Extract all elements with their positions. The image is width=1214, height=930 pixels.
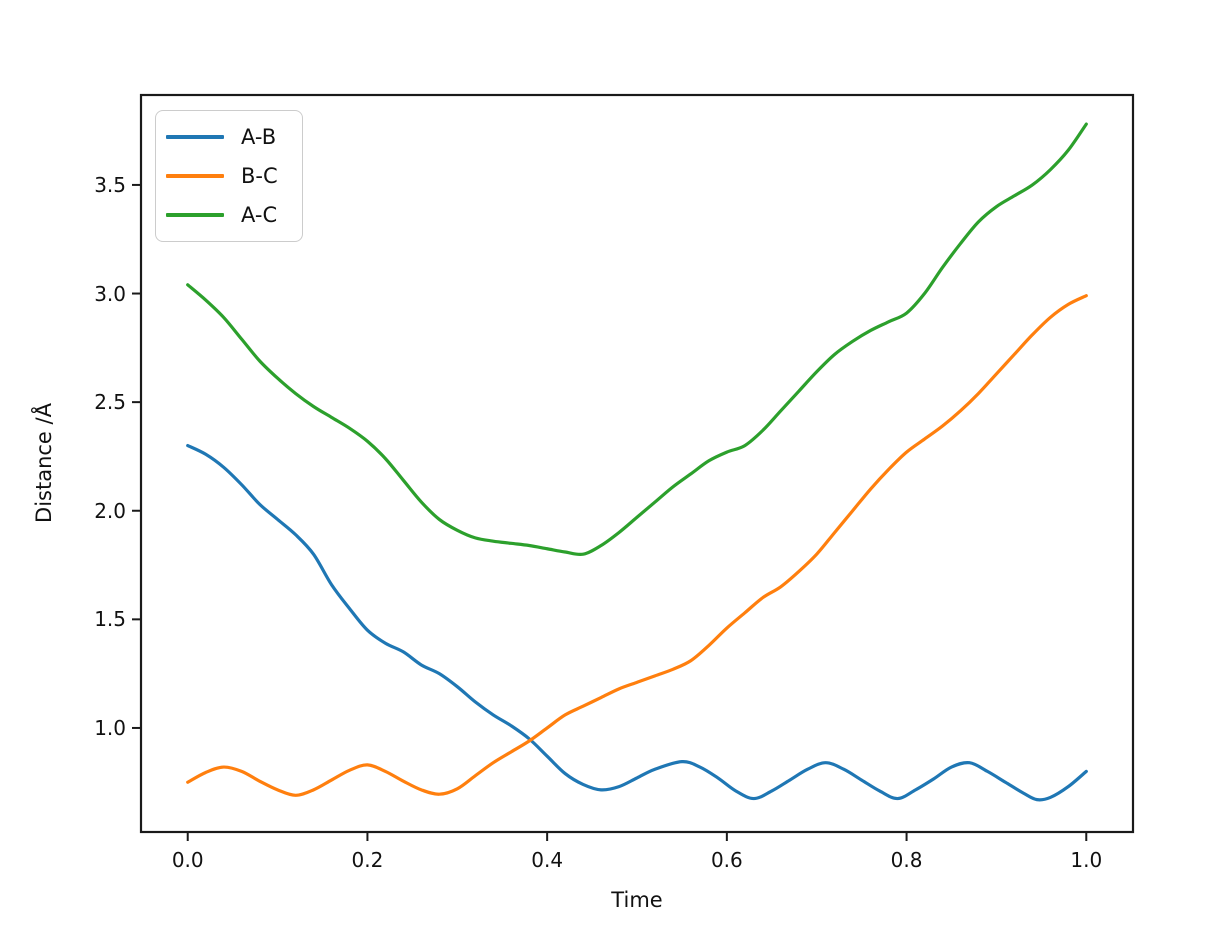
series-line-a-b xyxy=(186,443,1088,802)
y-tick-label: 3.5 xyxy=(94,172,126,197)
x-tick-label: 0.2 xyxy=(351,848,384,872)
legend-entry-ac: A-C xyxy=(156,196,302,235)
y-axis-title: Distance /Å xyxy=(32,403,56,523)
y-tick-label: 2.0 xyxy=(94,498,126,523)
axes-frame xyxy=(139,93,1135,834)
legend-line-sample xyxy=(166,173,224,178)
legend-entry-ab: A-B xyxy=(156,117,302,156)
x-tick-label: 0.4 xyxy=(531,848,564,872)
x-tick-label: 0.8 xyxy=(890,848,923,872)
x-tick-label: 0.0 xyxy=(171,848,204,872)
x-axis-title: Time xyxy=(611,888,663,912)
legend: A-B B-C A-C xyxy=(155,110,303,242)
y-tick-label: 3.0 xyxy=(94,281,126,306)
series-line-a-c xyxy=(186,122,1088,557)
legend-line-sample xyxy=(166,213,224,218)
y-tick-label: 1.5 xyxy=(94,607,126,632)
legend-label: A-C xyxy=(241,203,278,228)
series-line-b-c xyxy=(186,294,1088,797)
x-tick-label: 1.0 xyxy=(1070,848,1103,872)
legend-label: B-C xyxy=(241,163,278,188)
legend-line-sample xyxy=(166,134,224,139)
legend-label: A-B xyxy=(241,124,277,149)
y-tick-label: 1.0 xyxy=(94,715,126,740)
x-tick-label: 0.6 xyxy=(710,848,743,872)
y-tick-label: 2.5 xyxy=(94,390,126,415)
legend-entry-bc: B-C xyxy=(156,156,302,195)
